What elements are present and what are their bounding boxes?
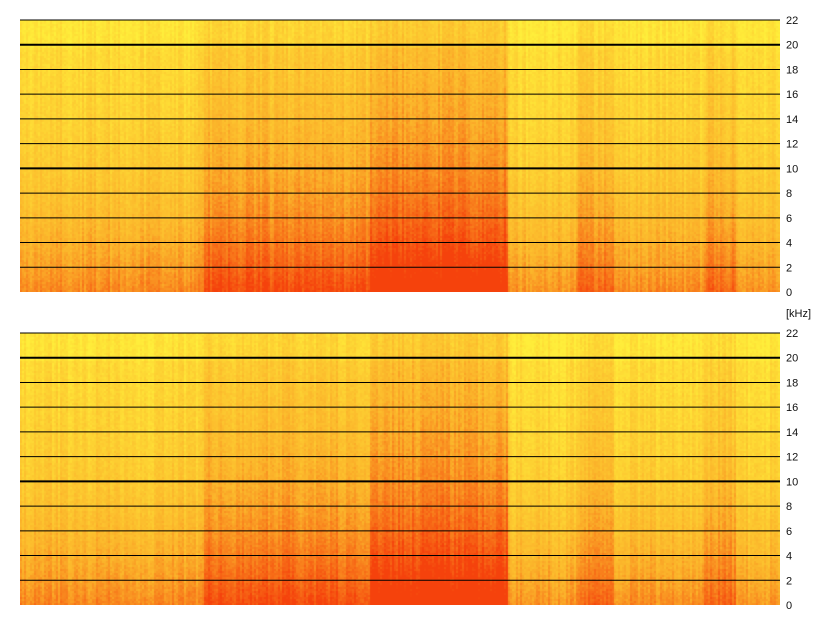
spectrogram-heatmap-2: [20, 333, 780, 605]
y-tick-label: 22: [786, 328, 798, 340]
y-tick-label: 20: [786, 40, 798, 52]
y-tick-label: 8: [786, 501, 792, 513]
y-tick-label: 2: [786, 575, 792, 587]
y-tick-label: 4: [786, 238, 792, 250]
y-tick-label: 10: [786, 476, 798, 488]
y-tick-label: 16: [786, 89, 798, 101]
y-tick-label: 12: [786, 139, 798, 151]
y-tick-label: 14: [786, 427, 798, 439]
y-tick-label: 0: [786, 600, 792, 612]
y-tick-label: 6: [786, 526, 792, 538]
y-tick-label: 16: [786, 402, 798, 414]
y-tick-label: 12: [786, 452, 798, 464]
y-tick-label: 0: [786, 287, 792, 299]
y-tick-label: 18: [786, 377, 798, 389]
y-tick-label: 10: [786, 163, 798, 175]
y-tick-label: 22: [786, 15, 798, 27]
spectrogram-heatmap-1: [20, 20, 780, 292]
y-tick-label: 18: [786, 64, 798, 76]
y-tick-label: 6: [786, 213, 792, 225]
spectrogram-panel-2: 0 2 4 6 8 10 12 14 16 18 20 22: [20, 328, 798, 612]
spectrogram-panel-1: 0 2 4 6 8 10 12 14 16 18 20 22: [20, 15, 798, 299]
unit-label: [kHz]: [786, 308, 811, 320]
y-tick-label: 2: [786, 262, 792, 274]
y-tick-label: 8: [786, 188, 792, 200]
y-tick-label: 20: [786, 353, 798, 365]
y-tick-label: 14: [786, 114, 798, 126]
y-tick-label: 4: [786, 551, 792, 563]
